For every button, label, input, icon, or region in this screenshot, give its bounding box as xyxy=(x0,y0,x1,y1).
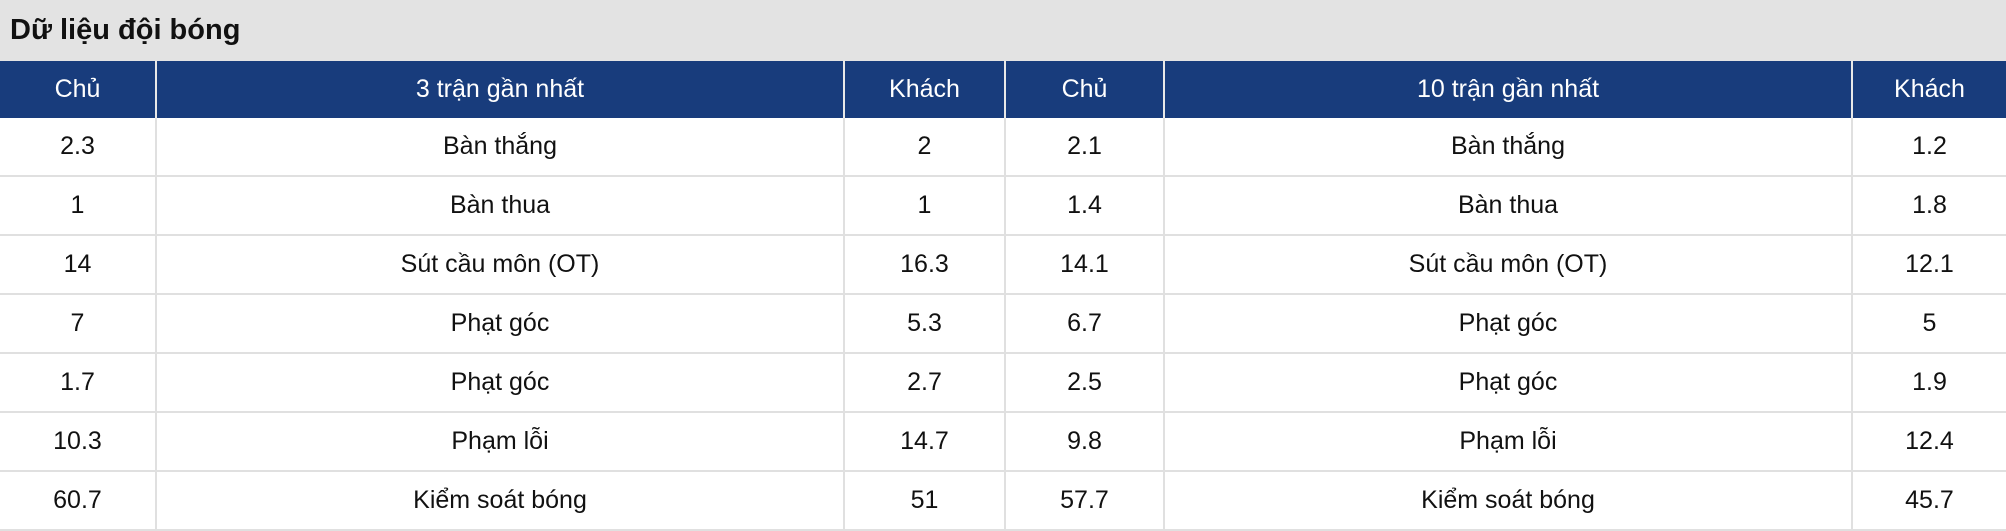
table-row: 1 Bàn thua 1 1.4 Bàn thua 1.8 xyxy=(0,176,2006,236)
header-home-10: Chủ xyxy=(1004,61,1164,118)
table-row: 60.7 Kiểm soát bóng 51 57.7 Kiểm soát bóng 45… xyxy=(0,471,2006,531)
cell-home-10: 6.7 xyxy=(1004,294,1164,354)
header-away-3: Khách xyxy=(843,61,1005,118)
cell-away-3: 2 xyxy=(843,118,1005,177)
cell-away-10: 12.1 xyxy=(1851,235,2006,295)
team-stats-table: Chủ 3 trận gần nhất Khách Chủ 10 trận gầ… xyxy=(0,61,2006,531)
cell-away-10: 1.9 xyxy=(1851,353,2006,413)
cell-home-10: 2.1 xyxy=(1004,118,1164,177)
table-header-row: Chủ 3 trận gần nhất Khách Chủ 10 trận gầ… xyxy=(0,61,2006,118)
cell-home-3: 10.3 xyxy=(0,412,156,472)
cell-away-3: 14.7 xyxy=(843,412,1005,472)
cell-stat-3: Phạt góc xyxy=(155,294,844,354)
cell-stat-3: Sút cầu môn (OT) xyxy=(155,235,844,295)
cell-stat-3: Phạm lỗi xyxy=(155,412,844,472)
cell-away-10: 12.4 xyxy=(1851,412,2006,472)
cell-home-10: 2.5 xyxy=(1004,353,1164,413)
cell-home-10: 9.8 xyxy=(1004,412,1164,472)
table-row: 7 Phạt góc 5.3 6.7 Phạt góc 5 xyxy=(0,294,2006,354)
cell-home-3: 1 xyxy=(0,176,156,236)
cell-home-3: 60.7 xyxy=(0,471,156,531)
section-title: Dữ liệu đội bóng xyxy=(10,14,241,46)
header-last-10: 10 trận gần nhất xyxy=(1163,61,1852,118)
cell-stat-10: Bàn thắng xyxy=(1163,118,1852,177)
table-row: 14 Sút cầu môn (OT) 16.3 14.1 Sút cầu môn (O… xyxy=(0,235,2006,295)
cell-home-3: 1.7 xyxy=(0,353,156,413)
cell-stat-10: Phạt góc xyxy=(1163,294,1852,354)
cell-stat-3: Bàn thắng xyxy=(155,118,844,177)
table-row: 1.7 Phạt góc 2.7 2.5 Phạt góc 1.9 xyxy=(0,353,2006,413)
cell-away-3: 51 xyxy=(843,471,1005,531)
cell-away-3: 1 xyxy=(843,176,1005,236)
section-header: Dữ liệu đội bóng xyxy=(0,0,2006,61)
cell-stat-10: Sút cầu môn (OT) xyxy=(1163,235,1852,295)
cell-home-10: 1.4 xyxy=(1004,176,1164,236)
cell-away-10: 1.8 xyxy=(1851,176,2006,236)
cell-home-3: 2.3 xyxy=(0,118,156,177)
cell-stat-10: Kiểm soát bóng xyxy=(1163,471,1852,531)
cell-home-3: 7 xyxy=(0,294,156,354)
cell-away-10: 5 xyxy=(1851,294,2006,354)
header-last-3: 3 trận gần nhất xyxy=(155,61,844,118)
cell-stat-3: Bàn thua xyxy=(155,176,844,236)
table-row: 10.3 Phạm lỗi 14.7 9.8 Phạm lỗi 12.4 xyxy=(0,412,2006,472)
cell-stat-10: Phạt góc xyxy=(1163,353,1852,413)
cell-home-10: 14.1 xyxy=(1004,235,1164,295)
cell-away-3: 5.3 xyxy=(843,294,1005,354)
header-away-10: Khách xyxy=(1851,61,2006,118)
cell-away-10: 1.2 xyxy=(1851,118,2006,177)
cell-away-10: 45.7 xyxy=(1851,471,2006,531)
cell-home-3: 14 xyxy=(0,235,156,295)
cell-home-10: 57.7 xyxy=(1004,471,1164,531)
cell-stat-3: Phạt góc xyxy=(155,353,844,413)
cell-stat-10: Phạm lỗi xyxy=(1163,412,1852,472)
table-row: 2.3 Bàn thắng 2 2.1 Bàn thắng 1.2 xyxy=(0,118,2006,177)
header-home-3: Chủ xyxy=(0,61,156,118)
cell-stat-10: Bàn thua xyxy=(1163,176,1852,236)
cell-stat-3: Kiểm soát bóng xyxy=(155,471,844,531)
cell-away-3: 16.3 xyxy=(843,235,1005,295)
cell-away-3: 2.7 xyxy=(843,353,1005,413)
